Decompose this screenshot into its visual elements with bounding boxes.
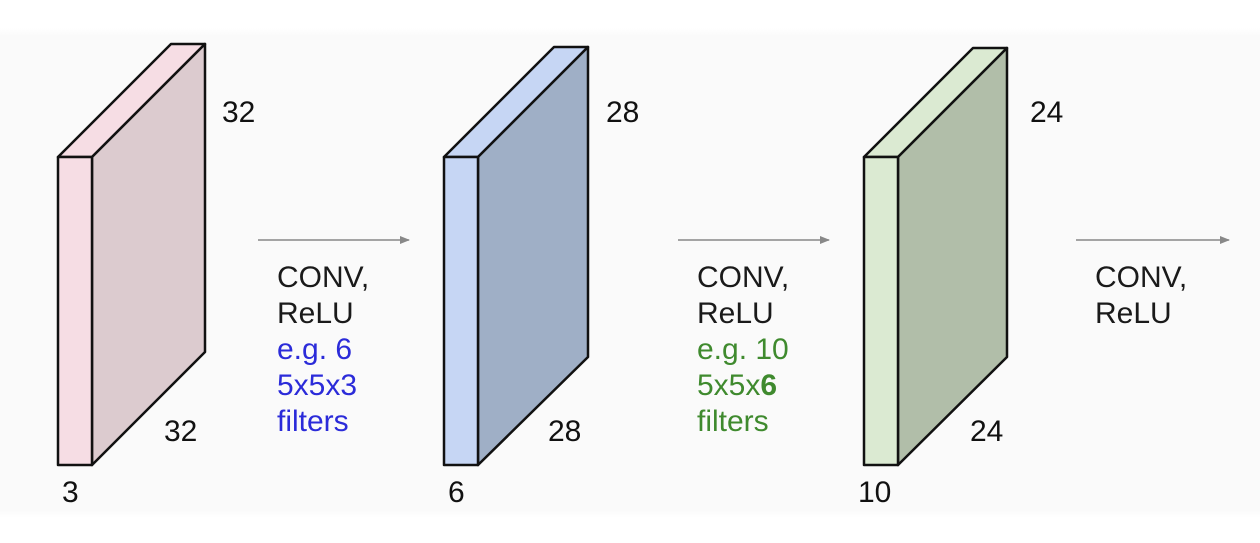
conv2-depth-label: 10 <box>858 476 892 509</box>
operation-1-note-line-3: filters <box>277 405 349 438</box>
volume-conv2-front-face <box>862 155 900 467</box>
operation-2-note-line-2-bold: 6 <box>760 369 778 402</box>
operation-3-line-2: ReLU <box>1095 297 1172 330</box>
operation-1-line-1: CONV, <box>277 261 370 294</box>
volume-conv2 <box>862 46 1009 467</box>
input-width-label: 32 <box>164 415 198 448</box>
volume-input <box>56 42 207 467</box>
input-depth-label: 3 <box>62 476 79 509</box>
volume-conv1 <box>442 45 590 467</box>
operation-2-note-line-2-prefix: 5x5x <box>697 369 761 402</box>
conv2-height-label: 24 <box>1030 96 1064 129</box>
operation-3-line-1: CONV, <box>1095 261 1188 294</box>
conv1-width-label: 28 <box>548 415 582 448</box>
operation-2-line-1: CONV, <box>697 261 790 294</box>
conv2-width-label: 24 <box>970 415 1004 448</box>
conv1-depth-label: 6 <box>448 476 465 509</box>
operation-1-line-2: ReLU <box>277 297 354 330</box>
operation-2-line-2: ReLU <box>697 297 774 330</box>
operation-2-note-line-3: filters <box>697 405 769 438</box>
operation-3-text: CONV, ReLU <box>1095 260 1187 332</box>
operation-1-note-line-2-prefix: 5x5x3 <box>277 369 358 402</box>
operation-2-note-line-2: 5x5x6 <box>697 368 789 404</box>
operation-1-note-line-1: e.g. 6 <box>277 333 353 366</box>
operation-2-text: CONV, ReLU e.g. 10 5x5x6 filters <box>697 260 789 440</box>
conv1-height-label: 28 <box>606 96 640 129</box>
volume-input-front-face <box>56 155 94 467</box>
operation-1-note-line-2: 5x5x3 <box>277 368 369 404</box>
operation-2-note-line-1: e.g. 10 <box>697 333 789 366</box>
operation-1-text: CONV, ReLU e.g. 6 5x5x3 filters <box>277 260 369 440</box>
input-height-label: 32 <box>222 96 256 129</box>
volume-conv1-front-face <box>442 155 480 467</box>
